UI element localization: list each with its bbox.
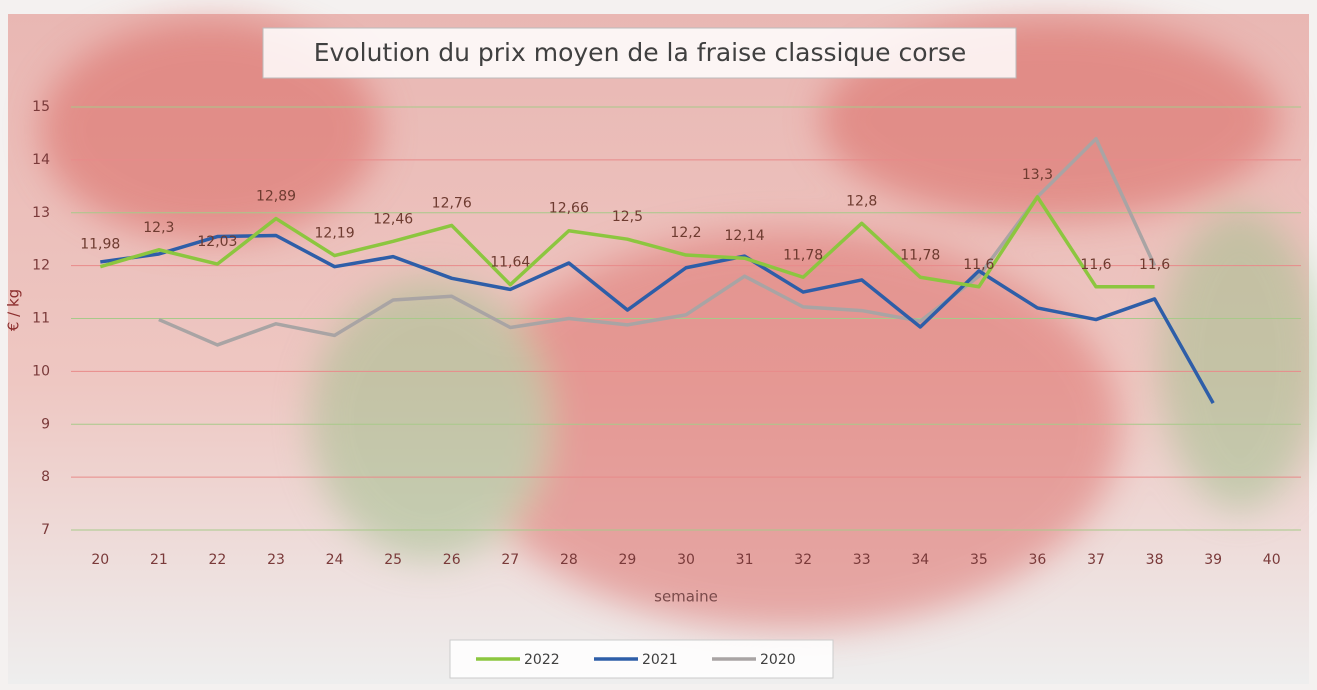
x-tick-label: 27 [501, 552, 519, 568]
chart: Evolution du prix moyen de la fraise cla… [0, 0, 1317, 686]
data-label: 11,98 [80, 237, 120, 253]
x-tick-label: 21 [150, 552, 168, 568]
data-label: 12,46 [373, 211, 413, 227]
data-label: 12,2 [670, 225, 701, 241]
data-label: 12,3 [143, 220, 174, 236]
data-label: 11,78 [783, 247, 823, 263]
y-tick-label: 12 [32, 258, 50, 274]
data-label: 12,66 [549, 201, 589, 217]
x-tick-label: 22 [209, 552, 227, 568]
y-tick-label: 13 [32, 205, 50, 221]
data-label: 13,3 [1022, 167, 1053, 183]
x-tick-label: 32 [794, 552, 812, 568]
data-label: 12,89 [256, 189, 296, 205]
x-tick-label: 31 [736, 552, 754, 568]
data-label: 12,5 [612, 209, 643, 225]
data-label: 11,64 [490, 255, 530, 271]
y-tick-label: 9 [41, 416, 50, 432]
y-axis-label: € / kg [5, 289, 23, 331]
data-label: 11,6 [1080, 257, 1111, 273]
data-label: 12,8 [846, 193, 877, 209]
x-tick-label: 40 [1263, 552, 1281, 568]
x-tick-label: 20 [91, 552, 109, 568]
data-label: 11,6 [963, 257, 994, 273]
x-tick-label: 37 [1087, 552, 1105, 568]
x-tick-label: 33 [853, 552, 871, 568]
legend-label: 2021 [642, 652, 678, 668]
data-label: 12,03 [197, 234, 237, 250]
chart-title: Evolution du prix moyen de la fraise cla… [314, 38, 967, 67]
legend-label: 2022 [524, 652, 560, 668]
x-axis-label: semaine [654, 588, 718, 606]
x-tick-label: 38 [1146, 552, 1164, 568]
x-tick-label: 29 [619, 552, 637, 568]
x-tick-label: 24 [326, 552, 344, 568]
y-tick-label: 14 [32, 152, 50, 168]
legend-label: 2020 [760, 652, 796, 668]
x-tick-label: 30 [677, 552, 695, 568]
x-tick-label: 28 [560, 552, 578, 568]
x-tick-label: 23 [267, 552, 285, 568]
x-tick-label: 36 [1029, 552, 1047, 568]
data-label: 12,19 [315, 226, 355, 242]
data-label: 11,6 [1139, 257, 1170, 273]
y-tick-label: 7 [41, 522, 50, 538]
x-tick-label: 26 [443, 552, 461, 568]
y-tick-label: 11 [32, 311, 50, 327]
data-label: 12,14 [725, 228, 765, 244]
y-tick-label: 15 [32, 99, 50, 115]
x-tick-label: 34 [911, 552, 929, 568]
data-label: 11,78 [900, 247, 940, 263]
x-tick-label: 25 [384, 552, 402, 568]
y-tick-label: 10 [32, 363, 50, 379]
x-tick-label: 35 [970, 552, 988, 568]
x-tick-label: 39 [1204, 552, 1222, 568]
data-label: 12,76 [432, 195, 472, 211]
y-tick-label: 8 [41, 469, 50, 485]
